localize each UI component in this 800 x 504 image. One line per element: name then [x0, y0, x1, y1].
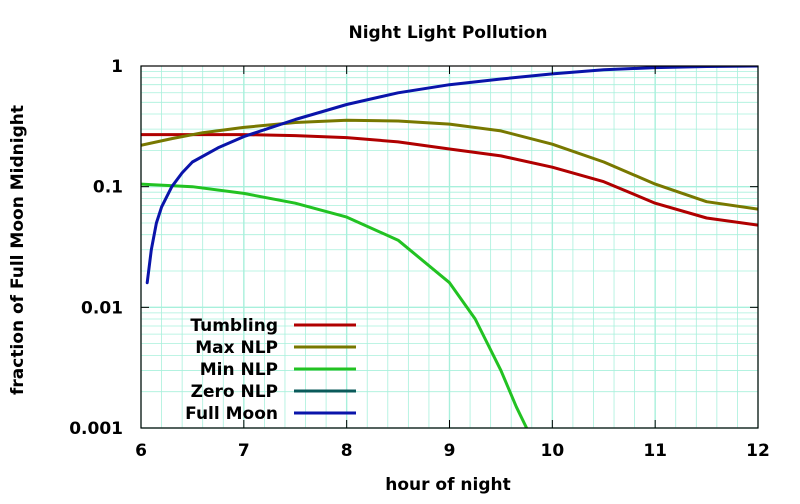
chart-title: Night Light Pollution — [349, 23, 548, 43]
x-tick-label: 11 — [643, 441, 667, 461]
x-tick-label: 8 — [341, 441, 353, 461]
y-axis-label: fraction of Full Moon Midnight — [8, 105, 28, 395]
x-tick-label: 9 — [444, 441, 456, 461]
x-axis-label: hour of night — [385, 475, 511, 495]
x-tick-label: 7 — [238, 441, 250, 461]
legend-label-4: Full Moon — [185, 404, 278, 424]
axis-ticks: 6 7 8 9 10 11 12 0.001 0.01 0.1 1 — [69, 57, 770, 461]
legend-label-3: Zero NLP — [191, 382, 278, 402]
legend-label-0: Tumbling — [190, 316, 278, 336]
x-tick-label: 12 — [746, 441, 770, 461]
x-tick-label: 6 — [135, 441, 147, 461]
legend-label-2: Min NLP — [200, 360, 278, 380]
x-tick-label: 10 — [540, 441, 564, 461]
y-tick-label: 0.01 — [81, 298, 123, 318]
y-tick-label: 1 — [111, 57, 123, 77]
plot-series — [141, 66, 758, 428]
legend-label-1: Max NLP — [195, 338, 278, 358]
series-line-1 — [141, 118, 758, 211]
y-tick-label: 0.001 — [69, 419, 123, 439]
y-tick-label: 0.1 — [93, 178, 123, 198]
series-line-0 — [141, 133, 758, 227]
series-line-4 — [145, 66, 758, 285]
series-line-2 — [141, 182, 529, 428]
